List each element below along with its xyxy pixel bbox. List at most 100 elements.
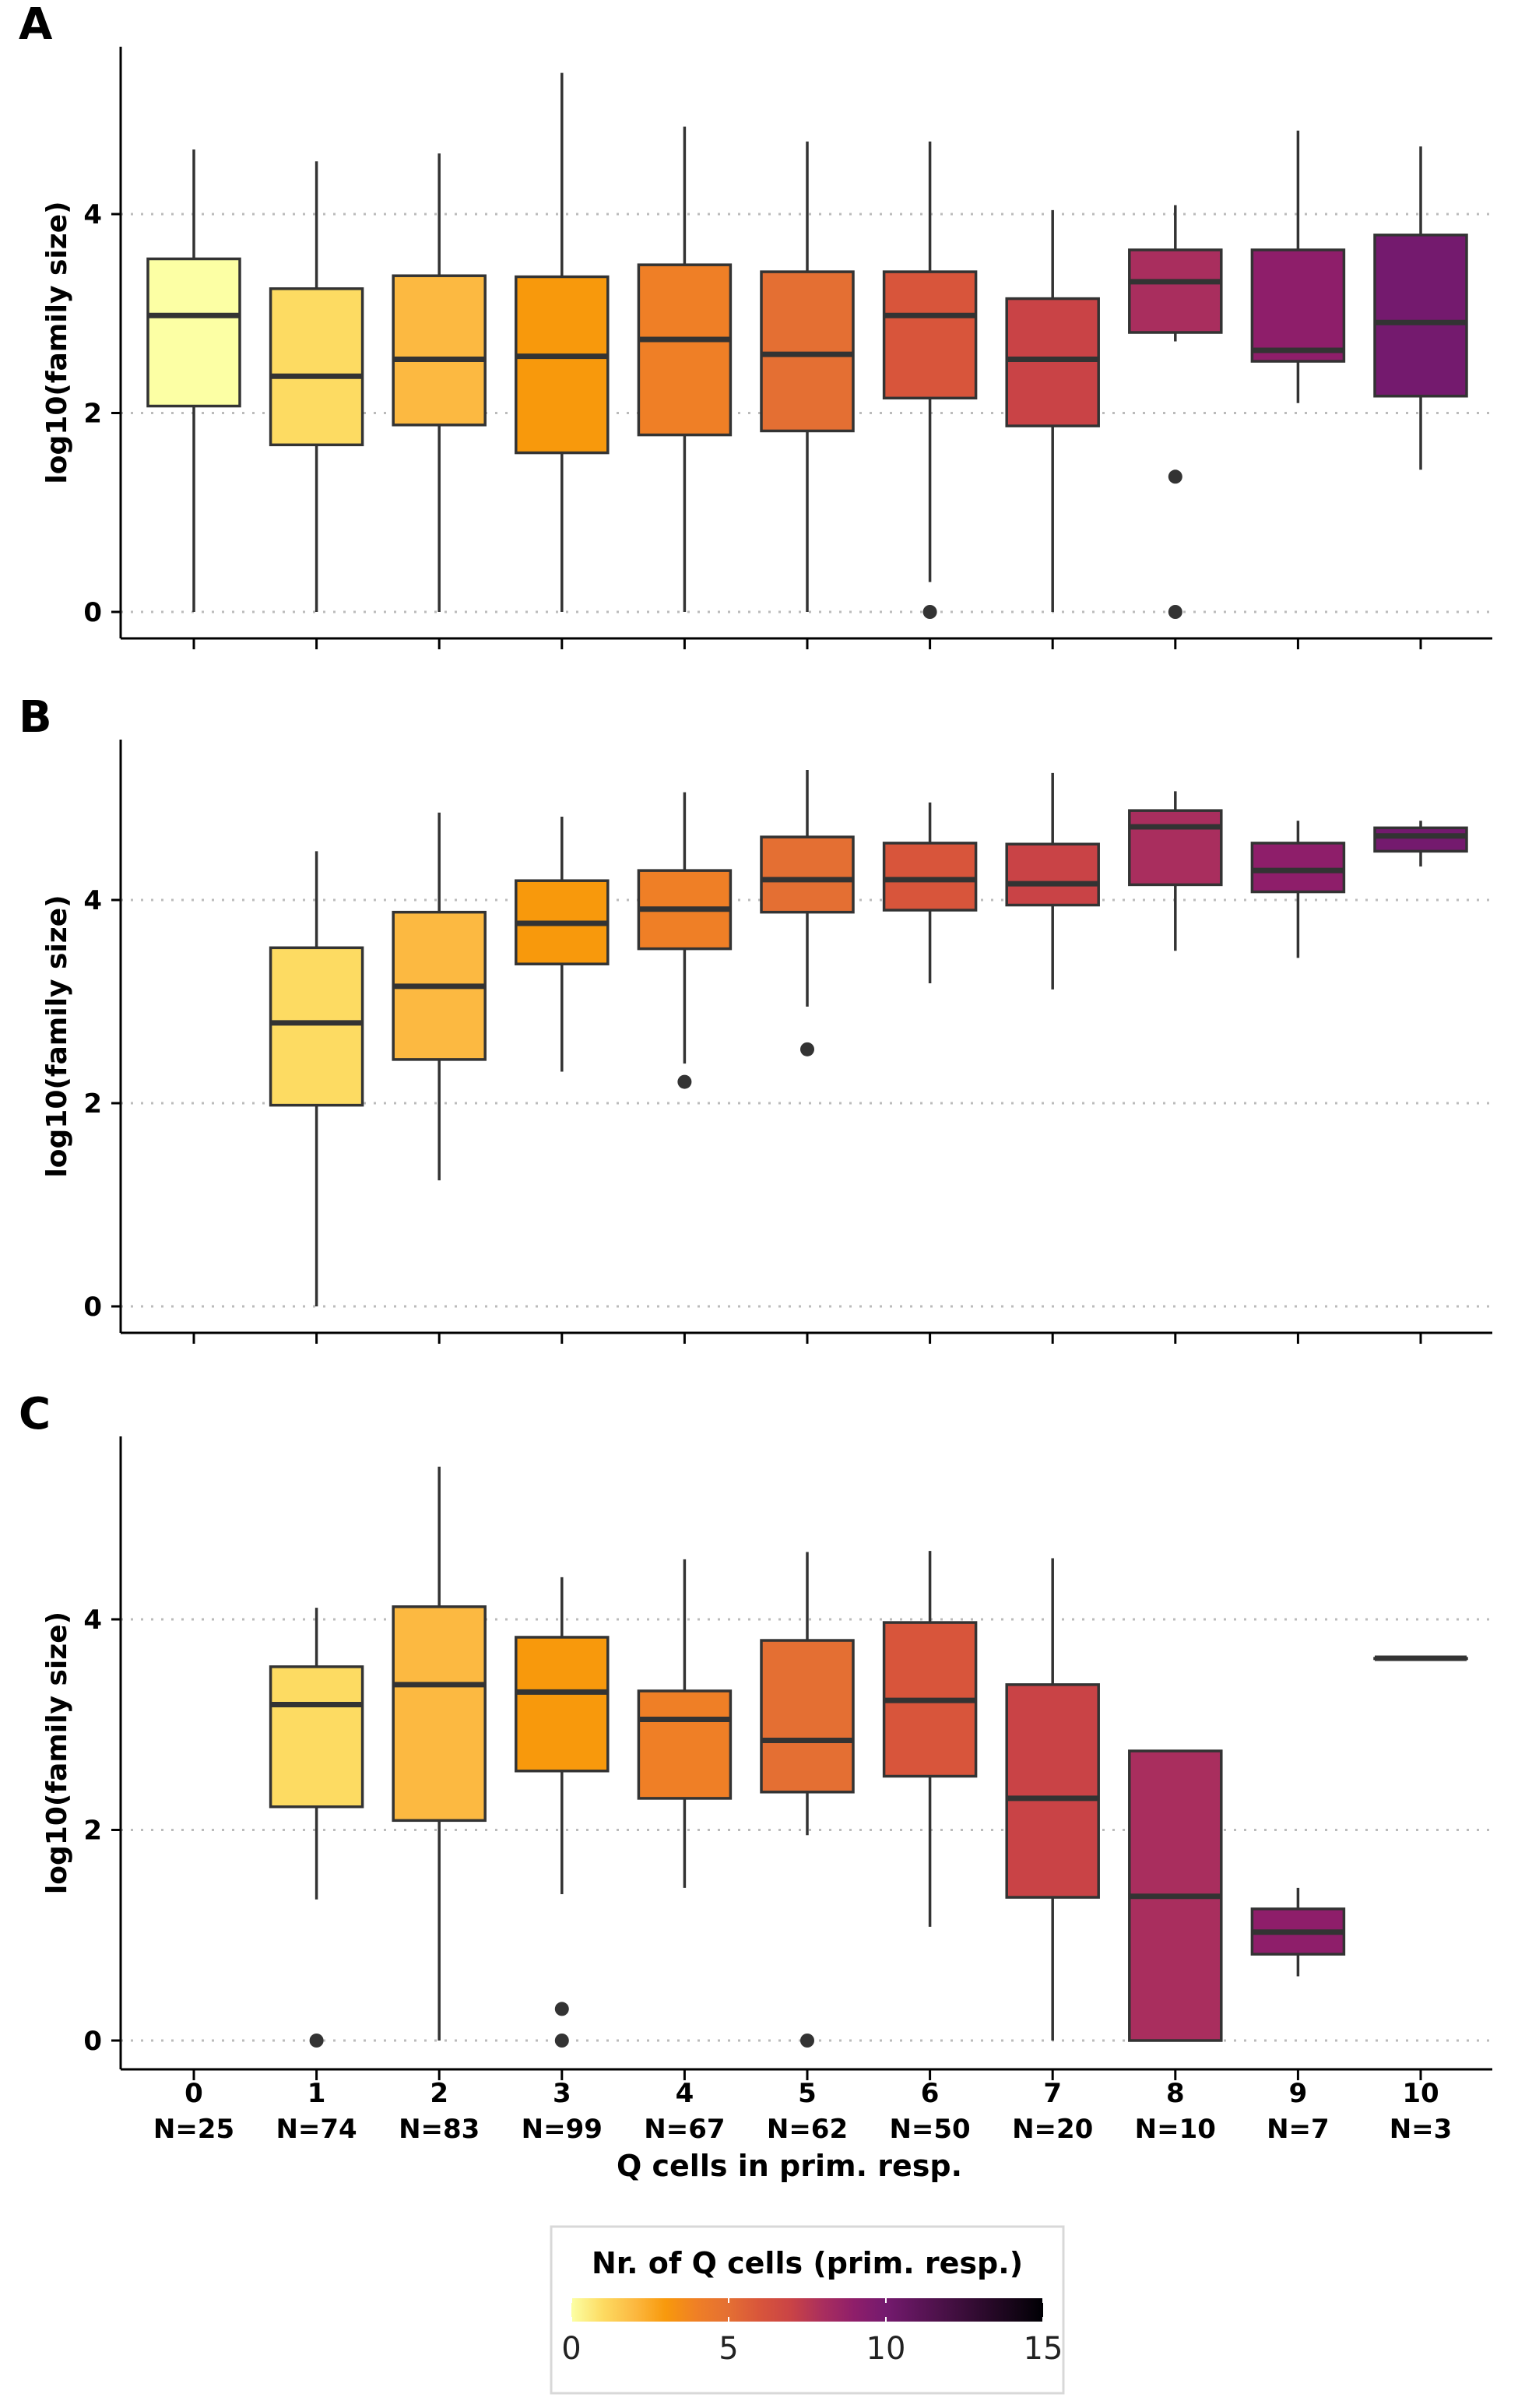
box-body <box>637 1689 733 1800</box>
box-body <box>392 1605 487 1823</box>
box-body <box>1128 809 1223 887</box>
box-body <box>1373 234 1468 398</box>
panel-letter: C <box>19 1389 51 1440</box>
box-10 <box>1373 821 1468 867</box>
panel-a: A 0 2 4 log10(family size) <box>19 0 1492 649</box>
outlier-point <box>309 2034 324 2048</box>
panel-letter: B <box>19 692 52 743</box>
box-10 <box>1373 146 1468 470</box>
outlier-point <box>800 1042 814 1056</box>
outlier-point <box>554 2034 569 2048</box>
x-count-label: N=99 <box>522 2114 603 2145</box>
box-3 <box>515 1577 610 2048</box>
box-body <box>269 946 364 1107</box>
legend-tick-label: 0 <box>561 2331 581 2367</box>
box-body <box>760 270 855 433</box>
panel-letter: A <box>19 0 53 50</box>
box-body <box>760 835 855 914</box>
x-tick-label: 4 <box>676 2078 694 2109</box>
box-body <box>1005 842 1100 907</box>
box-body <box>882 842 978 912</box>
y-tick-label: 4 <box>83 1605 102 1636</box>
legend-tick-label: 10 <box>866 2331 906 2367</box>
x-tick-label: 1 <box>307 2078 326 2109</box>
box-6 <box>882 1551 978 1927</box>
x-axis-tick-labels: 0 1 2 3 4 5 6 7 8 9 10 <box>184 2078 1439 2109</box>
outlier-point <box>922 605 937 619</box>
box-7 <box>1005 209 1100 612</box>
y-tick-label: 4 <box>83 199 102 230</box>
x-tick-label: 3 <box>553 2078 571 2109</box>
x-tick-label: 9 <box>1289 2078 1308 2109</box>
y-tick-label: 0 <box>83 597 102 628</box>
y-tick-label: 4 <box>83 885 102 916</box>
x-tick-label: 6 <box>921 2078 940 2109</box>
x-count-label: N=50 <box>889 2114 970 2145</box>
box-body <box>760 1639 855 1794</box>
box-9 <box>1250 1887 1346 1977</box>
box-5 <box>760 141 855 612</box>
box-10 <box>1373 1655 1468 1661</box>
outlier-point <box>800 2034 814 2048</box>
box-body <box>392 274 487 427</box>
box-5 <box>760 769 855 1056</box>
box-2 <box>392 812 487 1181</box>
x-count-label: N=83 <box>399 2114 480 2145</box>
box-body <box>1250 842 1346 894</box>
box-8 <box>1128 205 1223 619</box>
box-body <box>515 275 610 455</box>
box-8 <box>1128 791 1223 951</box>
y-axis-label: log10(family size) <box>41 201 73 483</box>
y-tick-label: 0 <box>83 1292 102 1323</box>
panel-b: B 0 2 4 log10(family size) <box>19 692 1492 1344</box>
x-count-label: N=20 <box>1012 2114 1093 2145</box>
box-1 <box>269 1608 364 2048</box>
legend-tick-label: 15 <box>1024 2331 1063 2367</box>
x-tick-label: 10 <box>1402 2078 1439 2109</box>
y-tick-label: 0 <box>83 2026 102 2057</box>
box-body <box>269 287 364 447</box>
box-9 <box>1250 821 1346 958</box>
box-body <box>1250 248 1346 363</box>
x-tick-label: 7 <box>1043 2078 1062 2109</box>
y-tick-label: 2 <box>83 1088 102 1120</box>
box-6 <box>882 141 978 619</box>
box-body <box>269 1665 364 1809</box>
x-tick-label: 2 <box>430 2078 448 2109</box>
x-axis-count-labels: N=25 N=74 N=83 N=99 N=67 N=62 N=50 N=20 N=10 N=7 N… <box>153 2114 1452 2145</box>
box-8 <box>1128 1749 1223 2042</box>
box-3 <box>515 816 610 1072</box>
outlier-point <box>554 2002 569 2016</box>
box-body <box>515 1636 610 1773</box>
x-axis-label: Q cells in prim. resp. <box>617 2149 962 2183</box>
box-body <box>146 257 241 408</box>
outlier-point <box>677 1074 692 1089</box>
box-body <box>1373 826 1468 853</box>
y-tick-label: 2 <box>83 1816 102 1847</box>
box-4 <box>637 792 733 1089</box>
box-body <box>1005 1683 1100 1899</box>
box-0 <box>146 149 241 612</box>
box-2 <box>392 153 487 612</box>
color-legend: Nr. of Q cells (prim. resp.) 0 5 10 15 <box>550 2225 1065 2395</box>
box-4 <box>637 126 733 612</box>
box-5 <box>760 1552 855 2048</box>
box-body <box>1128 248 1223 334</box>
y-axis-label: log10(family size) <box>41 1612 73 1894</box>
outlier-point <box>1168 469 1182 484</box>
box-body <box>882 270 978 400</box>
outlier-point <box>1168 605 1182 619</box>
x-count-label: N=7 <box>1267 2114 1330 2145</box>
box-4 <box>637 1559 733 1888</box>
legend-title: Nr. of Q cells (prim. resp.) <box>592 2246 1023 2280</box>
x-count-label: N=62 <box>767 2114 848 2145</box>
box-body <box>1005 297 1100 427</box>
box-7 <box>1005 772 1100 990</box>
box-body <box>637 263 733 437</box>
box-9 <box>1250 130 1346 403</box>
x-count-label: N=67 <box>644 2114 725 2145</box>
y-axis-label: log10(family size) <box>41 895 73 1177</box>
box-1 <box>269 851 364 1306</box>
y-tick-label: 2 <box>83 399 102 430</box>
